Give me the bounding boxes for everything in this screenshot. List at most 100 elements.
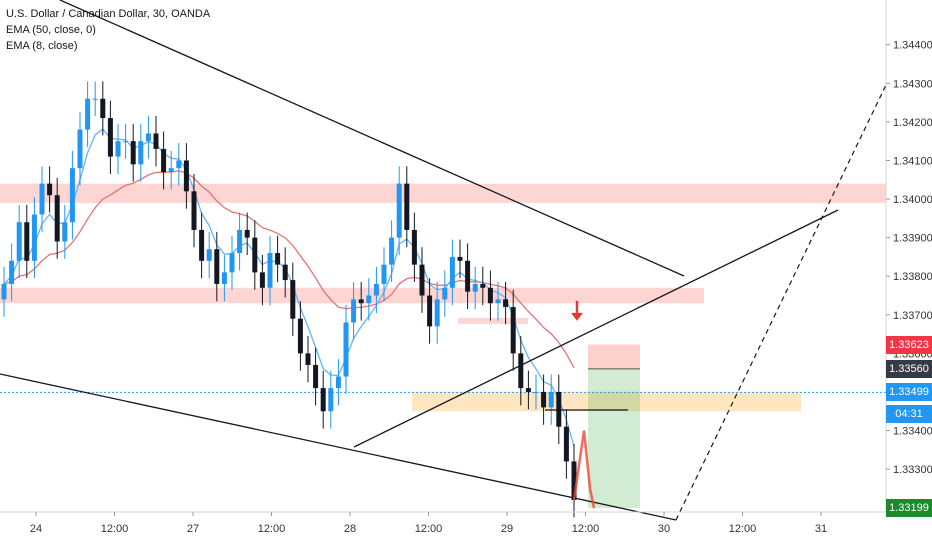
price-tick-label: 1.33800 [893,271,932,283]
candle-body [206,249,212,261]
candle-body [389,237,395,265]
candle [282,247,288,298]
candle [221,255,227,302]
price-tick-label: 1.33900 [893,233,932,245]
candle [457,239,463,279]
legend-title: U.S. Dollar / Canadian Dollar, 30, OANDA [6,8,211,20]
price-tick-label: 1.34400 [893,40,932,52]
candle [153,116,159,167]
candle [548,374,554,425]
price-label-entry: 1.33560 [886,359,932,378]
candle-body [145,133,151,142]
candle-body [472,283,478,292]
candle-body [24,222,30,261]
candle-body [115,141,121,157]
candle-body [138,141,144,165]
candle [191,173,197,248]
price-tick-label: 1.33700 [893,310,932,322]
candle [92,81,98,117]
take-profit-box [588,368,640,509]
candle [297,301,303,371]
candle [518,336,524,406]
candle-body [31,214,37,261]
ascending-trendline [353,209,839,448]
candle-body [320,388,326,412]
candle-body [290,280,296,319]
candle [335,359,341,406]
trendlines[interactable] [0,0,887,521]
candle-body [47,183,53,196]
candle [168,150,174,190]
time-tick-label: 29 [501,523,513,535]
candle [123,123,129,159]
candle-body [571,461,577,500]
candle-body [77,129,83,169]
candle [54,177,60,259]
candle-body [381,264,387,284]
candle-body [183,160,189,192]
candle-body [259,272,265,288]
price-tick-label: 1.34300 [893,78,932,90]
candle [85,81,91,147]
candle [138,123,144,182]
candle [259,255,265,306]
candle-body [328,388,334,412]
zone-small-resistance [458,317,528,324]
candle [47,166,53,213]
time-tick-label: 12:00 [729,523,757,535]
candle-body [297,318,303,354]
candle-body [282,264,288,281]
candle-body [100,98,106,119]
candle-body [9,260,15,284]
zones [0,183,886,509]
candle-body [305,353,311,365]
candle-body [237,229,243,254]
candle-body [525,388,531,392]
candle [145,116,151,159]
candle [396,166,402,255]
candle-body [510,307,516,354]
candle [100,81,106,136]
ema8-line-group [3,128,575,447]
candle [533,374,539,410]
candle [503,282,509,325]
candle [419,247,425,313]
candle-body [373,283,379,296]
time-tick-label: 27 [187,523,199,535]
price-tick-label: 1.34200 [893,117,932,129]
candle [366,278,372,321]
candle-body [313,364,319,389]
candle [373,266,379,313]
candle-body [442,287,448,300]
time-tick-label: 12:00 [101,523,129,535]
candle-body [1,283,7,300]
candle-body [214,249,220,284]
candle [343,305,349,394]
candle [24,204,30,279]
candle [16,204,22,279]
candle [472,266,478,310]
candles[interactable] [1,81,577,518]
time-tick-label: 31 [815,523,827,535]
zone-resistance [0,287,704,304]
candle-body [404,183,410,230]
candle-body [434,299,440,327]
candle-body [480,283,486,288]
candle-body [191,191,197,230]
candle [320,370,326,429]
candle [31,197,37,279]
candle [434,282,440,344]
candle [495,282,501,321]
time-tick-label: 12:00 [415,523,443,535]
candle [214,231,220,302]
price-label-stop: 1.33623 [886,335,932,354]
candle [1,266,7,317]
ema8-line [3,128,575,447]
candle [77,112,83,186]
candle-body [366,295,372,304]
time-tick-label: 28 [344,523,356,535]
candle-body [396,183,402,238]
candle [229,235,235,290]
